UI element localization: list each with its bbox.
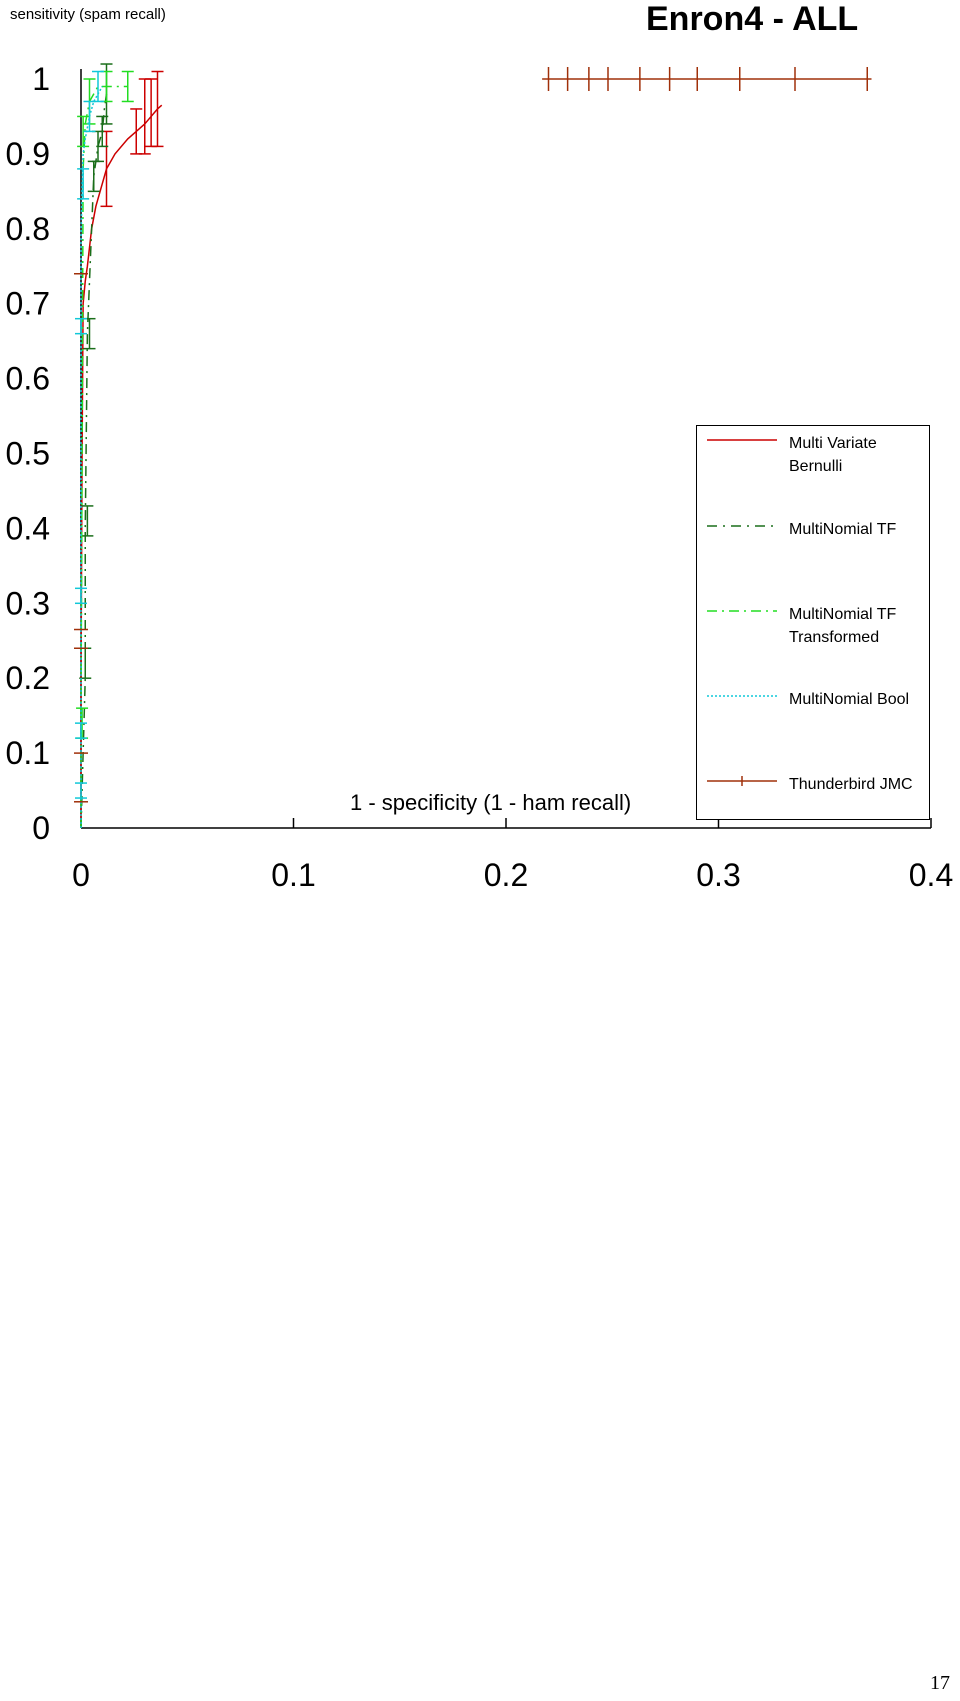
y-tick-label: 0 — [32, 810, 50, 846]
legend: Multi Variate Bernulli MultiNomial TF Mu… — [696, 425, 930, 820]
series-1 — [79, 63, 113, 829]
x-tick-label: 0.2 — [484, 857, 528, 893]
y-tick-label: 0.4 — [6, 510, 50, 546]
y-tick-label: 0.3 — [6, 585, 50, 621]
x-tick-label: 0.1 — [271, 857, 315, 893]
legend-item-mn-tf: MultiNomial TF — [705, 516, 927, 562]
y-tick-label: 0.8 — [6, 211, 50, 247]
series-line — [80, 85, 128, 828]
y-tick-label: 0.2 — [6, 660, 50, 696]
legend-label-thunderbird: Thunderbird JMC — [789, 776, 913, 793]
y-axis-label: sensitivity (spam recall) — [10, 6, 166, 23]
legend-swatch-mn-tf-transformed — [707, 610, 777, 612]
legend-swatch-mn-bool — [707, 695, 777, 697]
y-tick-label: 0.5 — [6, 436, 50, 472]
legend-label-mvb: Multi Variate Bernulli — [789, 435, 877, 475]
legend-item-mn-tf-transformed: MultiNomial TF Transformed — [705, 601, 927, 647]
legend-label-mn-tf-transformed: MultiNomial TF Transformed — [789, 606, 897, 646]
series-line — [80, 86, 103, 828]
y-tick-label: 0.7 — [6, 286, 50, 322]
series-0 — [80, 70, 164, 828]
y-tick-label: 0.1 — [6, 735, 50, 771]
x-tick-label: 0.4 — [909, 857, 953, 893]
legend-label-mn-tf: MultiNomial TF — [789, 521, 897, 538]
x-tick-label: 0.3 — [696, 857, 740, 893]
legend-swatch-mn-tf — [707, 525, 777, 527]
series-4 — [74, 67, 872, 803]
series-layer — [74, 63, 872, 829]
chart-axes: 0 0.1 0.2 0.3 0.4 0 0.1 0.2 0.3 0.4 0.5 0.6 0.7 0.8 0.… — [6, 61, 954, 893]
y-tick-label: 0.6 — [6, 361, 50, 397]
y-tick-label: 1 — [32, 61, 50, 97]
chart-title: Enron4 - ALL — [646, 0, 859, 38]
series-3 — [75, 70, 104, 828]
series-line — [80, 93, 108, 829]
x-tick-label: 0 — [72, 857, 90, 893]
roc-chart: 0 0.1 0.2 0.3 0.4 0 0.1 0.2 0.3 0.4 0.5 0.6 0.7 0.8 0.… — [6, 61, 954, 893]
legend-swatch-mvb — [707, 439, 777, 441]
legend-swatch-thunderbird — [707, 776, 777, 786]
legend-item-mn-bool: MultiNomial Bool — [705, 686, 927, 732]
x-axis-label: 1 - specificity (1 - ham recall) — [350, 790, 632, 815]
page-number: 17 — [930, 1672, 950, 1694]
legend-item-mvb: Multi Variate Bernulli — [705, 430, 927, 476]
series-line — [80, 104, 163, 828]
legend-item-thunderbird: Thunderbird JMC — [705, 771, 927, 817]
legend-label-mn-bool: MultiNomial Bool — [789, 691, 910, 708]
y-tick-label: 0.9 — [6, 136, 50, 172]
